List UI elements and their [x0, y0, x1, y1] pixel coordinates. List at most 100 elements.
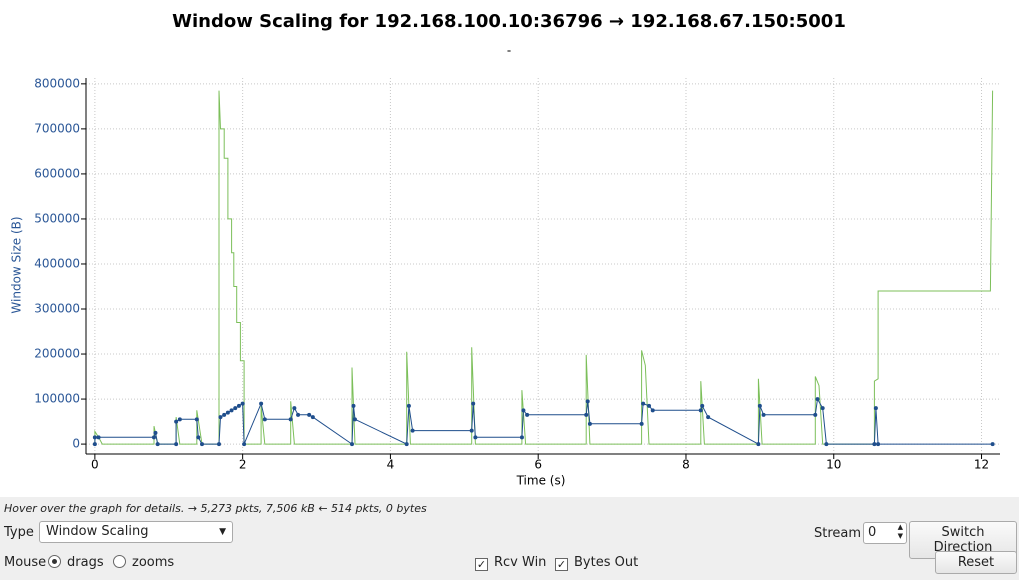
data-point [525, 412, 530, 417]
bytes-out-label: Bytes Out [574, 555, 639, 570]
data-point [876, 442, 881, 447]
stream-spinbox[interactable]: 0 ▲ ▼ [863, 522, 907, 544]
data-point [647, 403, 652, 408]
chart: Window Scaling for 192.168.100.10:36796 … [0, 0, 1019, 497]
data-point [706, 415, 711, 420]
data-point [471, 401, 476, 406]
data-point [820, 406, 825, 411]
data-point [153, 430, 158, 435]
series-line [94, 397, 993, 446]
data-point [236, 403, 241, 408]
data-point [756, 442, 761, 447]
zooms-label: zooms [132, 555, 175, 570]
y-tick-label: 400000 [34, 256, 80, 270]
data-point [990, 442, 995, 447]
data-point [174, 442, 179, 447]
data-point [262, 417, 267, 422]
spin-arrows: ▲ ▼ [897, 523, 903, 540]
drags-label: drags [67, 555, 104, 570]
radio-unchecked [113, 555, 126, 568]
checkmark: ✓ [555, 558, 568, 571]
checkmark: ✓ [475, 558, 488, 571]
data-point [813, 412, 818, 417]
y-tick-label: 700000 [34, 121, 80, 135]
y-tick-label: 500000 [34, 211, 80, 225]
bytes-out-checkbox[interactable]: ✓ Bytes Out [555, 555, 638, 571]
zooms-radio[interactable]: zooms [113, 555, 174, 570]
data-point [352, 417, 357, 422]
data-point [155, 442, 160, 447]
data-point [700, 403, 705, 408]
data-point [650, 408, 655, 413]
data-point [404, 442, 409, 447]
data-point [242, 442, 247, 447]
data-point [310, 415, 315, 420]
x-axis-label: Time (s) [516, 474, 566, 488]
type-combobox[interactable]: Window Scaling ▼ [39, 521, 233, 543]
data-point [194, 417, 199, 422]
data-point [815, 397, 820, 402]
x-tick-label: 6 [534, 458, 542, 472]
stream-label: Stream [814, 526, 862, 541]
data-point [824, 442, 829, 447]
radio-checked [48, 555, 61, 568]
data-point [307, 412, 312, 417]
data-point [757, 403, 762, 408]
type-value: Window Scaling [46, 524, 149, 539]
data-point [584, 412, 589, 417]
data-point [406, 403, 411, 408]
y-tick-label: 0 [72, 437, 80, 451]
data-point [473, 435, 478, 440]
chart-subtitle: - [507, 44, 511, 58]
data-point [873, 406, 878, 411]
data-point [96, 435, 101, 440]
status-text: Hover over the graph for details. → 5,27… [4, 502, 427, 515]
reset-button[interactable]: Reset [935, 551, 1017, 574]
data-point [698, 408, 703, 413]
y-tick-label: 200000 [34, 347, 80, 361]
data-point [351, 403, 356, 408]
data-point [292, 406, 297, 411]
data-point [519, 435, 524, 440]
data-point [196, 435, 201, 440]
stream-value: 0 [868, 525, 877, 540]
y-tick-label: 600000 [34, 166, 80, 180]
data-point [259, 401, 264, 406]
data-point [761, 412, 766, 417]
data-point [641, 401, 646, 406]
type-label: Type [4, 525, 34, 540]
data-point [587, 421, 592, 426]
data-point [469, 428, 474, 433]
drags-radio[interactable]: drags [48, 555, 104, 570]
data-point [639, 421, 644, 426]
data-point [240, 401, 245, 406]
data-point [585, 399, 590, 404]
x-tick-label: 4 [387, 458, 395, 472]
data-point [410, 428, 415, 433]
rcv-win-checkbox[interactable]: ✓ Rcv Win [475, 555, 546, 571]
y-tick-label: 800000 [34, 76, 80, 90]
data-point [92, 442, 97, 447]
data-point [200, 442, 205, 447]
x-tick-label: 2 [239, 458, 247, 472]
y-tick-label: 100000 [34, 392, 80, 406]
data-point [225, 410, 230, 415]
data-point [296, 412, 301, 417]
x-tick-label: 12 [974, 458, 989, 472]
data-point [92, 435, 97, 440]
data-point [288, 417, 293, 422]
dropdown-arrow: ▼ [219, 527, 226, 537]
mouse-label: Mouse [4, 555, 47, 570]
series-line [94, 90, 994, 445]
y-axis-label: Window Size (B) [10, 216, 24, 313]
rcv-win-label: Rcv Win [494, 555, 547, 570]
data-point [218, 415, 223, 420]
data-point [222, 412, 227, 417]
data-point [229, 408, 234, 413]
x-tick-label: 8 [682, 458, 690, 472]
data-point [521, 408, 526, 413]
x-tick-label: 10 [826, 458, 841, 472]
data-point [216, 442, 221, 447]
chart-title: Window Scaling for 192.168.100.10:36796 … [172, 11, 846, 32]
